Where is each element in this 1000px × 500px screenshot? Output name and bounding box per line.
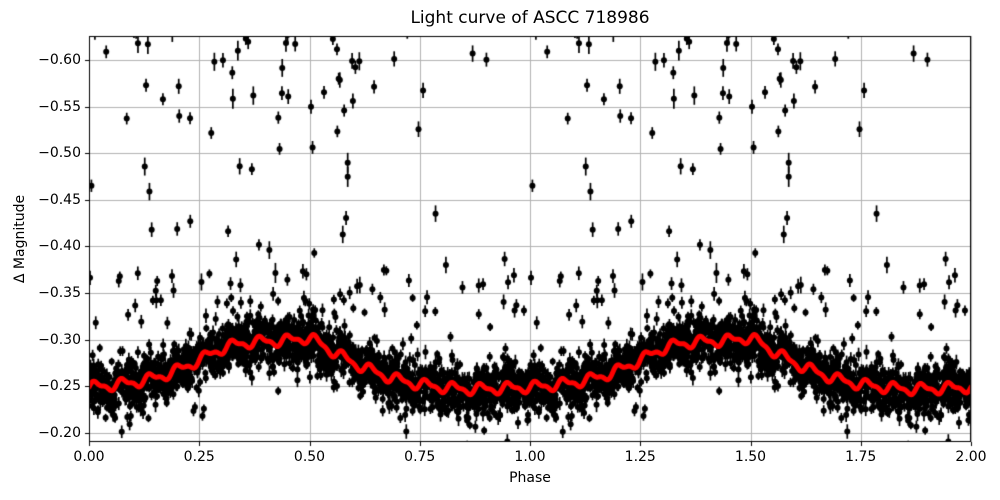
x-tick-label: 0.50: [293, 449, 326, 465]
y-tick-label: −0.30: [38, 331, 81, 348]
y-tick-label: −0.45: [38, 191, 81, 208]
x-tick-label: 1.75: [845, 449, 877, 465]
x-tick-label: 2.00: [955, 449, 987, 465]
x-tick-label: 1.25: [624, 449, 656, 465]
chart-title: Light curve of ASCC 718986: [410, 8, 650, 28]
y-tick-label: −0.60: [38, 52, 81, 69]
y-tick-label: −0.25: [38, 378, 81, 395]
x-tick-label: 1.00: [514, 449, 546, 465]
y-tick-label: −0.55: [38, 98, 81, 115]
y-axis-label: Δ Magnitude: [12, 194, 28, 284]
x-axis-label: Phase: [509, 470, 551, 486]
x-tick-label: 0.25: [183, 449, 215, 465]
y-tick-label: −0.50: [38, 145, 81, 162]
y-tick-label: −0.40: [38, 238, 81, 255]
y-tick-label: −0.35: [38, 285, 81, 301]
x-tick-label: 0.00: [73, 449, 105, 465]
x-tick-label: 0.75: [404, 449, 436, 465]
y-tick-label: −0.20: [38, 424, 81, 441]
x-tick-label: 1.50: [734, 449, 767, 465]
